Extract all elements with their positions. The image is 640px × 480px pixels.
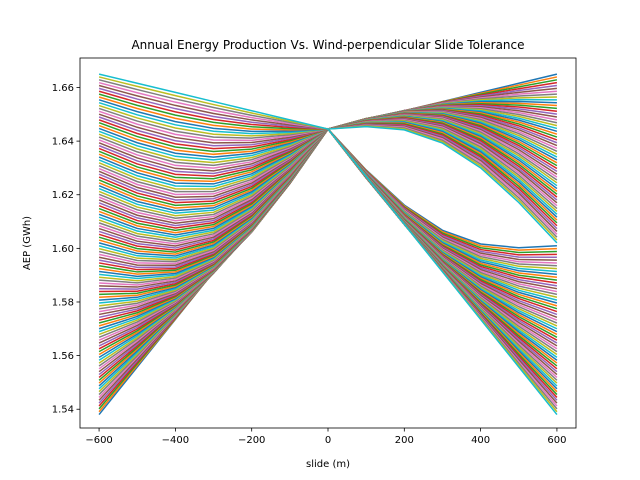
y-tick-label: 1.60 xyxy=(52,244,74,255)
x-tick-label: −200 xyxy=(238,435,265,446)
y-tick-label: 1.62 xyxy=(52,190,74,201)
y-tick-label: 1.66 xyxy=(52,83,74,94)
series-lines xyxy=(98,73,558,416)
x-tick-label: 600 xyxy=(547,435,566,446)
y-tick-label: 1.58 xyxy=(52,297,74,308)
series-line xyxy=(98,73,558,416)
x-tick-label: −400 xyxy=(162,435,189,446)
x-tick-label: 400 xyxy=(471,435,490,446)
x-tick-label: 200 xyxy=(395,435,414,446)
y-tick-label: 1.64 xyxy=(52,137,74,148)
y-axis: 1.54 1.56 1.58 1.60 1.62 1.64 1.66 xyxy=(52,83,80,416)
x-axis-label: slide (m) xyxy=(306,459,350,470)
x-tick-label: −600 xyxy=(85,435,112,446)
chart-title: Annual Energy Production Vs. Wind-perpen… xyxy=(131,38,524,52)
x-axis: −600 −400 −200 0 200 400 600 xyxy=(85,428,566,446)
y-tick-label: 1.56 xyxy=(52,351,74,362)
y-tick-label: 1.54 xyxy=(52,405,74,416)
y-axis-label: AEP (GWh) xyxy=(22,216,33,270)
x-tick-label: 0 xyxy=(325,435,331,446)
